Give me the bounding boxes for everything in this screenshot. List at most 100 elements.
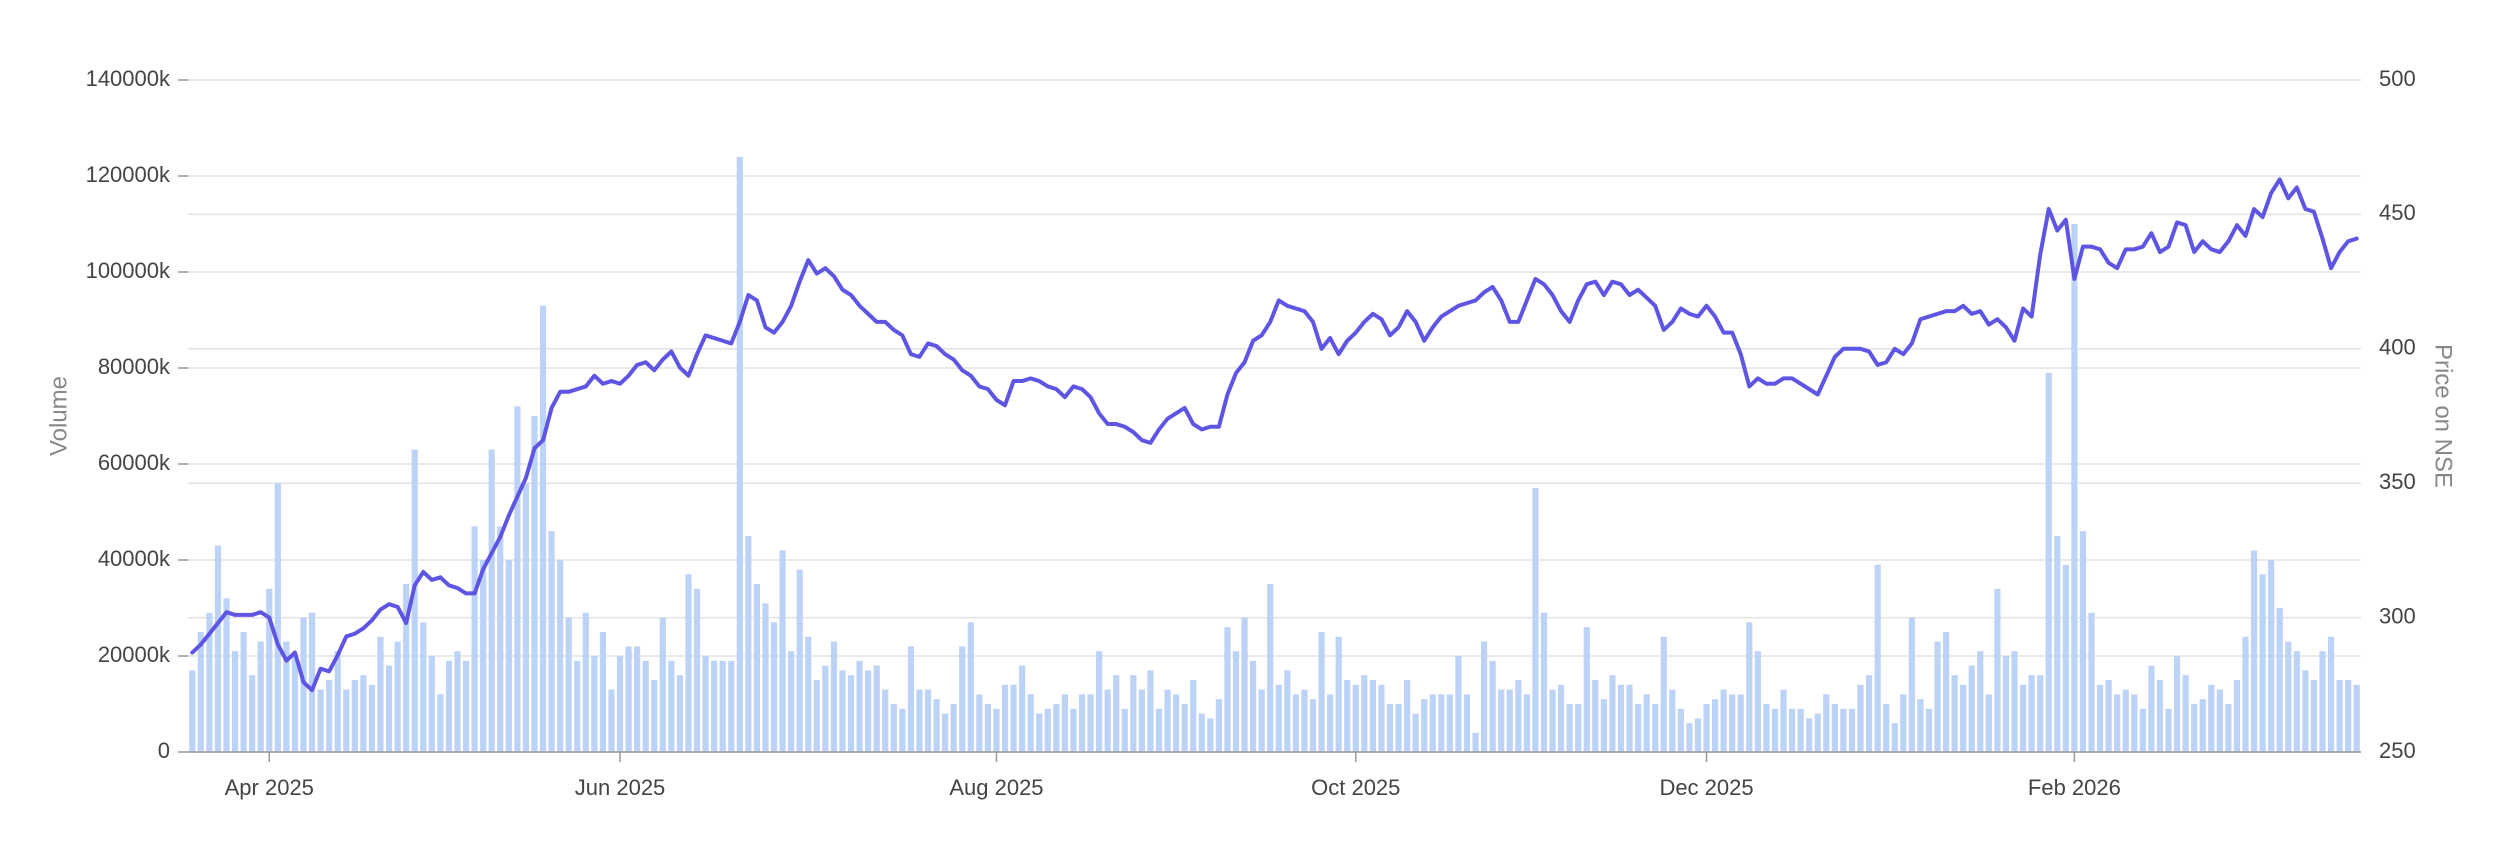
volume-bar: [625, 646, 632, 752]
volume-bar: [882, 689, 889, 752]
volume-bar: [2327, 636, 2335, 752]
volume-bar: [2019, 684, 2027, 752]
volume-bar: [2276, 608, 2283, 752]
volume-bar: [959, 646, 966, 752]
volume-bar: [2216, 689, 2223, 752]
volume-bar: [2242, 636, 2249, 752]
volume-bar: [1446, 694, 1453, 752]
volume-bar: [1703, 704, 1710, 752]
volume-bar: [1994, 588, 2001, 752]
volume-bar: [1019, 665, 1026, 752]
volume-bar: [206, 612, 213, 752]
volume-bar: [642, 660, 649, 752]
volume-bar: [1147, 670, 1154, 752]
volume-bar: [1181, 704, 1188, 752]
volume-bar: [266, 588, 273, 752]
x-tick-label: Feb 2026: [2028, 775, 2121, 800]
volume-bar: [976, 694, 983, 752]
volume-bar: [856, 660, 863, 752]
volume-bar: [249, 675, 256, 752]
volume-bar: [822, 665, 829, 752]
volume-bar: [2345, 680, 2352, 752]
volume-bar: [454, 651, 461, 752]
volume-bar: [1404, 680, 1411, 752]
volume-bar: [214, 545, 222, 752]
volume-bar: [762, 603, 769, 752]
volume-bar: [2148, 665, 2155, 752]
y-tick-label: 140000k: [86, 66, 171, 91]
volume-bar: [1617, 684, 1625, 752]
volume-bar: [865, 670, 872, 752]
volume-bar: [993, 708, 1000, 752]
volume-bar: [1720, 689, 1727, 752]
volume-bar: [736, 156, 743, 753]
volume-bar: [788, 651, 795, 752]
volume-bar: [1669, 689, 1676, 752]
volume-bar: [984, 704, 991, 752]
volume-bar: [1258, 689, 1265, 752]
volume-bar: [728, 660, 735, 752]
volume-bar: [950, 704, 957, 752]
y-tick-label: 100000k: [86, 258, 171, 283]
y2-tick-label: 400: [2379, 335, 2416, 360]
volume-bar: [839, 670, 846, 752]
volume-bar: [1429, 694, 1436, 752]
volume-bar: [1087, 694, 1094, 752]
volume-bar: [702, 656, 709, 752]
volume-bar: [873, 665, 880, 752]
volume-bar: [274, 483, 281, 752]
volume-bar: [1694, 718, 1702, 752]
volume-bar: [2054, 536, 2061, 752]
x-tick-label: Jun 2025: [575, 775, 666, 800]
volume-bar: [676, 675, 683, 752]
y-tick-label: 0: [158, 738, 170, 763]
volume-bar: [1284, 670, 1291, 752]
volume-bar: [1737, 694, 1744, 752]
volume-bar: [2173, 656, 2181, 752]
volume-bar: [1078, 694, 1086, 752]
volume-bar: [599, 632, 607, 752]
volume-bar: [420, 622, 427, 752]
volume-bar: [796, 569, 803, 752]
volume-bar: [2028, 675, 2035, 752]
volume-bar: [942, 713, 949, 752]
volume-bar: [2011, 651, 2018, 752]
volume-bar: [2071, 224, 2078, 752]
volume-bar: [1575, 704, 1582, 752]
volume-bar: [1840, 708, 1847, 752]
volume-bar: [1985, 694, 1992, 752]
volume-bar: [2191, 704, 2198, 752]
y2-tick-label: 250: [2379, 738, 2416, 763]
volume-bar: [1292, 694, 1299, 752]
y2-tick-label: 500: [2379, 66, 2416, 91]
volume-bar: [1652, 704, 1659, 752]
volume-bar: [1036, 713, 1043, 752]
volume-bar: [1113, 675, 1120, 752]
volume-bar: [539, 305, 547, 752]
volume-bar: [685, 574, 692, 752]
volume-bar: [317, 689, 324, 752]
volume-bar: [1472, 732, 1479, 752]
volume-bar: [582, 612, 589, 752]
volume-bar: [1250, 660, 1257, 752]
volume-bar: [428, 656, 435, 752]
volume-bar: [1566, 704, 1573, 752]
volume-bar: [2250, 550, 2258, 752]
volume-bar: [1883, 704, 1890, 752]
volume-bar: [1609, 675, 1616, 752]
volume-bar: [1455, 656, 1462, 752]
volume-bar: [1053, 704, 1060, 752]
volume-bar: [2002, 656, 2010, 752]
volume-bar: [291, 656, 299, 752]
volume-bar: [1866, 675, 1873, 752]
volume-bar: [548, 531, 555, 752]
y2-tick-label: 350: [2379, 469, 2416, 494]
y-tick-label: 40000k: [98, 546, 171, 571]
volume-bar: [189, 670, 196, 752]
volume-bar: [591, 656, 598, 752]
volume-bar: [1925, 708, 1933, 752]
volume-bar: [2319, 651, 2326, 752]
volume-bar: [514, 406, 521, 752]
volume-bar: [1857, 684, 1864, 752]
